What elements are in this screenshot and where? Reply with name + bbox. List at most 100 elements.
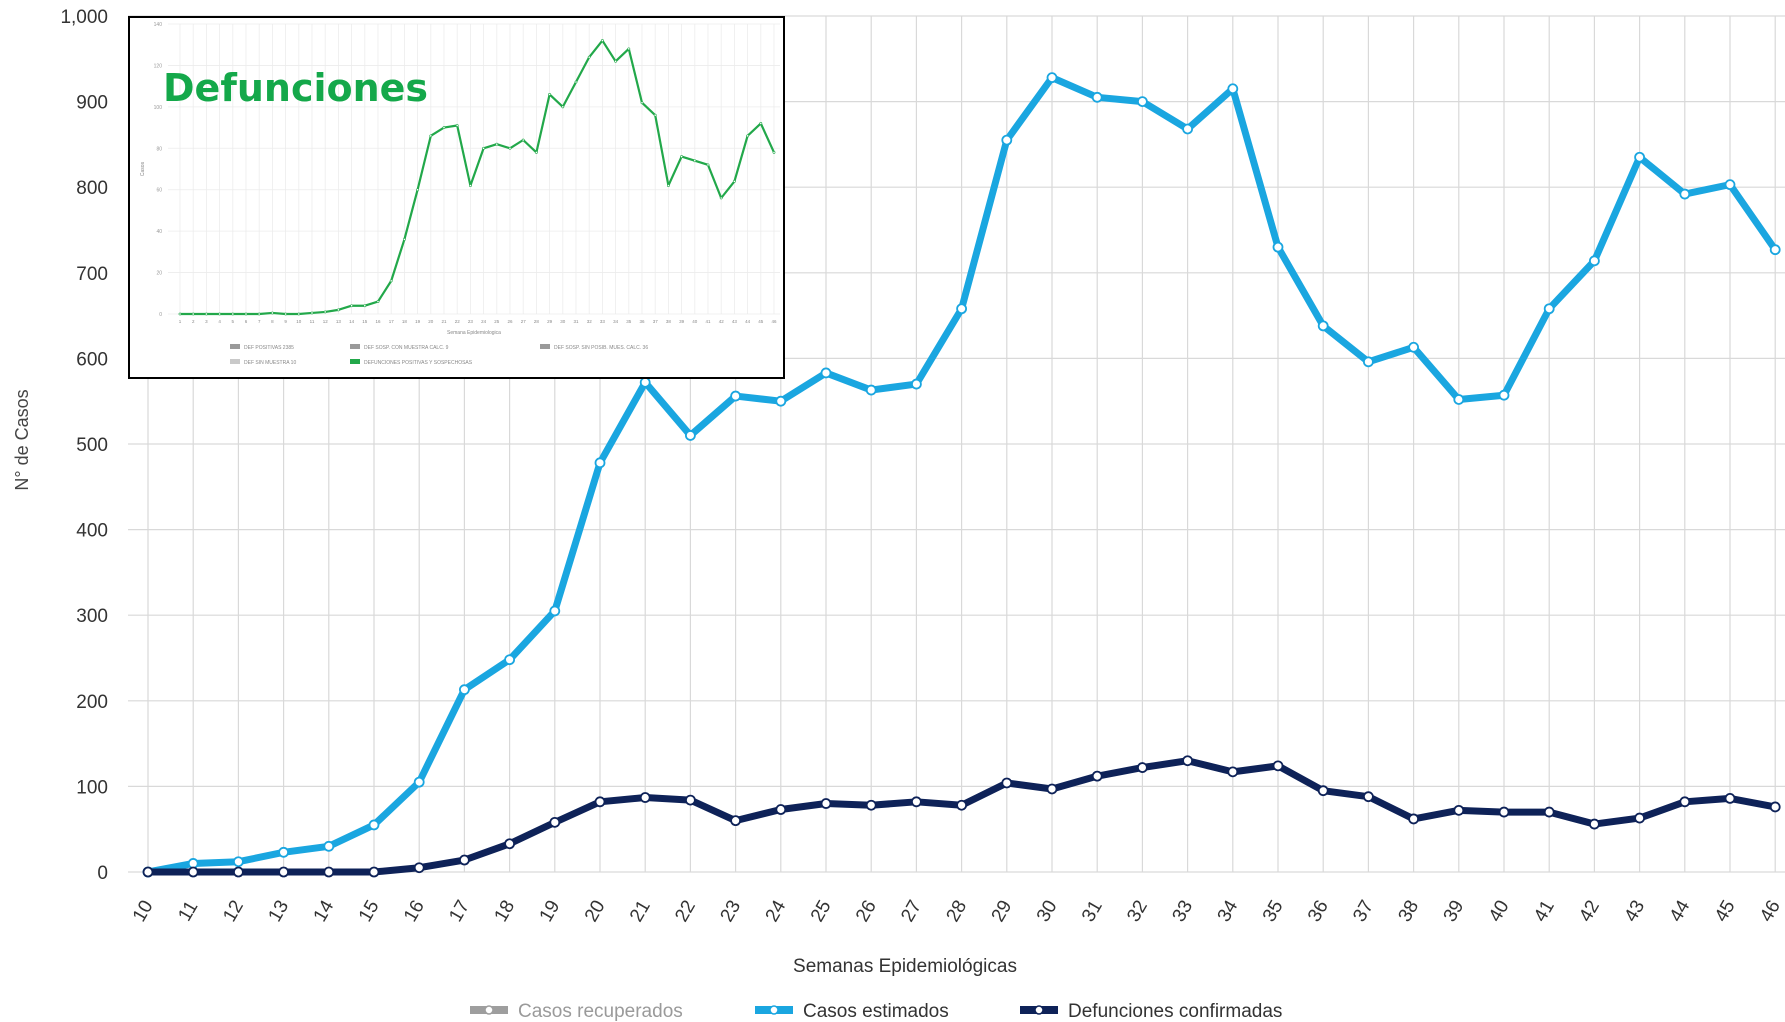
x-tick-label: 11 (174, 897, 202, 925)
inset-y-tick: 0 (159, 312, 162, 318)
inset-data-point (244, 312, 248, 316)
inset-data-point (231, 312, 235, 316)
x-axis: 10 11 12 13 14 15 16 17 18 19 20 21 22 23 24 25 26 27 28 29… (129, 896, 1785, 925)
x-tick-label: 32 (1123, 897, 1152, 926)
legend-label: Casos recuperados (518, 1001, 683, 1022)
data-point (1498, 806, 1510, 818)
data-point (1408, 813, 1419, 825)
inset-x-tick: 22 (455, 319, 461, 324)
data-point (1137, 762, 1148, 773)
data-point (232, 866, 244, 878)
inset-x-tick: 4 (218, 319, 221, 324)
y-tick-label: 800 (76, 178, 108, 199)
data-point (1001, 777, 1013, 789)
inset-data-point (416, 188, 420, 192)
inset-data-point (561, 105, 565, 109)
inset-data-point (667, 184, 670, 187)
x-axis-label: Semanas Epidemiológicas (793, 956, 1017, 977)
data-point (911, 378, 922, 390)
legend-marker (1034, 1005, 1044, 1015)
inset-data-point (521, 138, 525, 142)
inset-x-tick: 41 (705, 319, 711, 324)
x-tick-label: 10 (129, 897, 158, 926)
data-point (1363, 356, 1374, 368)
data-point (865, 384, 877, 396)
data-point (1272, 760, 1284, 772)
x-tick-label: 23 (716, 897, 745, 926)
data-point (1453, 804, 1465, 816)
data-point (820, 798, 832, 809)
data-point (685, 430, 696, 441)
inset-x-tick: 7 (258, 319, 261, 324)
inset-data-point (574, 80, 578, 84)
inset-x-tick: 33 (600, 319, 606, 324)
inset-x-tick: 34 (613, 319, 619, 324)
data-point (594, 796, 606, 808)
inset-data-point (693, 159, 697, 163)
data-point (1453, 394, 1465, 405)
x-tick-label: 45 (1711, 897, 1740, 926)
x-tick-label: 22 (671, 897, 700, 926)
inset-x-tick: 30 (560, 319, 566, 324)
y-tick-label: 900 (76, 93, 108, 114)
inset-legend-swatch (540, 344, 550, 349)
inset-data-point (455, 124, 459, 127)
data-point (549, 816, 561, 828)
x-tick-label: 31 (1078, 897, 1107, 926)
inset-y-tick: 20 (156, 271, 162, 277)
series-lines (142, 72, 1781, 878)
data-point (1227, 83, 1239, 95)
data-point (323, 866, 335, 878)
data-point (413, 862, 425, 874)
y-tick-label: 700 (76, 264, 108, 285)
inset-series-line (180, 39, 776, 316)
inset-x-tick: 3 (205, 319, 208, 324)
data-point (1769, 801, 1781, 813)
x-tick-label: 41 (1530, 897, 1559, 926)
inset-y-tick: 120 (154, 63, 163, 69)
x-tick-label: 28 (942, 897, 971, 926)
data-point (504, 838, 516, 850)
x-tick-label: 21 (626, 897, 655, 926)
data-point (187, 858, 199, 869)
inset-data-point (548, 93, 552, 96)
inset-data-point (587, 55, 591, 59)
legend-label: Defunciones confirmadas (1068, 1001, 1282, 1022)
data-point (865, 799, 877, 811)
data-point (232, 856, 244, 868)
inset-x-tick: 14 (349, 319, 355, 324)
data-point (1679, 796, 1691, 808)
data-point (278, 846, 290, 858)
data-point (368, 819, 380, 831)
y-tick-label: 600 (76, 349, 108, 370)
inset-data-point (336, 308, 340, 312)
inset-legend-label: DEF SIN MUESTRA 10 (244, 360, 296, 366)
inset-data-point (429, 134, 433, 138)
x-tick-label: 36 (1304, 897, 1333, 926)
x-tick-label: 25 (807, 897, 836, 926)
y-tick-label: 1,000 (60, 7, 108, 28)
inset-data-point (376, 300, 380, 303)
y-tick-label: 500 (76, 435, 108, 456)
data-point (1182, 123, 1193, 135)
inset-x-tick: 19 (415, 319, 421, 324)
inset-data-point (323, 310, 327, 314)
inset-x-tick: 38 (666, 319, 672, 324)
data-point (1634, 151, 1645, 163)
data-point (1227, 766, 1239, 778)
inset-data-point (640, 101, 644, 105)
inset-legend-swatch (230, 359, 240, 364)
data-point (504, 654, 516, 666)
data-point (911, 796, 922, 808)
inset-data-point (389, 279, 393, 283)
inset-data-point (284, 312, 288, 316)
x-tick-label: 30 (1033, 897, 1062, 926)
data-point (1182, 755, 1193, 767)
x-tick-label: 26 (852, 897, 881, 926)
y-tick-label: 100 (76, 777, 108, 798)
legend-marker (484, 1005, 494, 1015)
x-tick-label: 38 (1394, 897, 1423, 926)
inset-data-point (534, 151, 538, 154)
data-point (549, 605, 561, 617)
